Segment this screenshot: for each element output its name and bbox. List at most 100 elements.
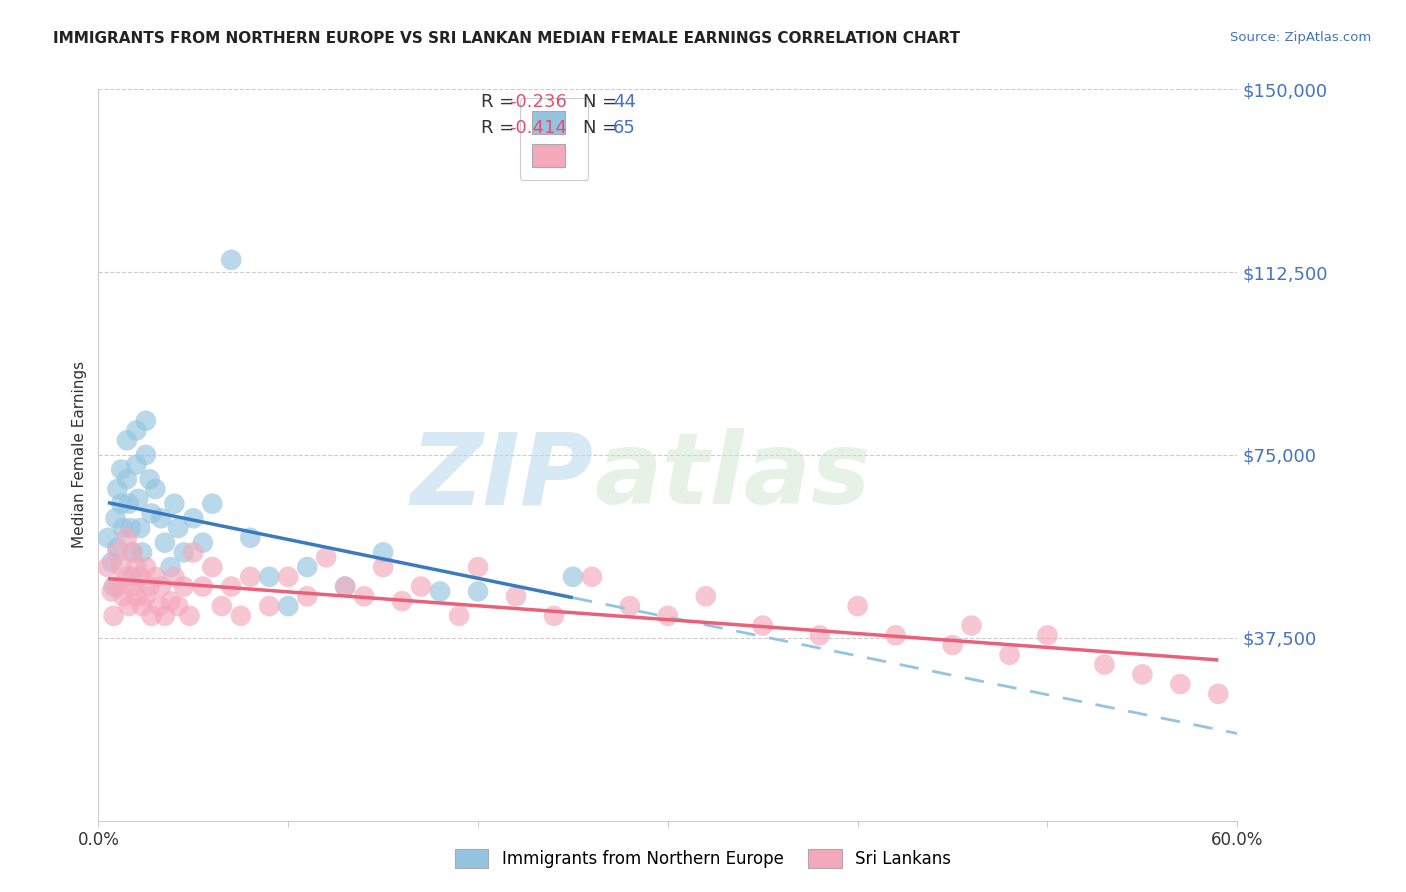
Point: [239, 531, 262, 545]
Point: [562, 570, 585, 584]
Legend: , : ,: [520, 98, 588, 180]
Point: [183, 511, 205, 525]
Point: [135, 448, 157, 462]
Point: [112, 521, 135, 535]
Point: [1170, 677, 1192, 691]
Point: [201, 560, 224, 574]
Point: [179, 608, 201, 623]
Point: [107, 482, 129, 496]
Point: [239, 570, 262, 584]
Point: [110, 560, 132, 574]
Point: [277, 570, 299, 584]
Point: [115, 472, 138, 486]
Text: -0.236: -0.236: [509, 93, 567, 111]
Point: [153, 608, 176, 623]
Point: [1036, 628, 1059, 642]
Point: [110, 497, 132, 511]
Point: [131, 545, 153, 559]
Point: [752, 618, 775, 632]
Point: [884, 628, 907, 642]
Point: [201, 497, 224, 511]
Point: [1208, 687, 1230, 701]
Point: [619, 599, 641, 613]
Point: [107, 580, 129, 594]
Point: [167, 521, 190, 535]
Point: [103, 580, 125, 594]
Point: [315, 550, 337, 565]
Point: [259, 570, 281, 584]
Point: [543, 608, 565, 623]
Point: [125, 560, 148, 574]
Point: [942, 638, 965, 652]
Text: -0.414: -0.414: [509, 120, 567, 137]
Point: [167, 599, 190, 613]
Point: [135, 590, 157, 604]
Point: [159, 594, 181, 608]
Text: atlas: atlas: [593, 428, 870, 525]
Y-axis label: Median Female Earnings: Median Female Earnings: [72, 361, 87, 549]
Point: [191, 535, 214, 549]
Point: [135, 414, 157, 428]
Point: [1094, 657, 1116, 672]
Point: [125, 424, 148, 438]
Point: [150, 511, 173, 525]
Point: [467, 560, 489, 574]
Point: [467, 584, 489, 599]
Text: 65: 65: [613, 120, 636, 137]
Point: [138, 580, 160, 594]
Point: [120, 521, 142, 535]
Text: N =: N =: [583, 93, 623, 111]
Point: [125, 458, 148, 472]
Point: [808, 628, 831, 642]
Point: [115, 531, 138, 545]
Point: [353, 590, 375, 604]
Point: [211, 599, 233, 613]
Point: [335, 580, 357, 594]
Point: [112, 590, 135, 604]
Text: N =: N =: [583, 120, 623, 137]
Point: [138, 472, 160, 486]
Point: [141, 507, 163, 521]
Point: [277, 599, 299, 613]
Point: [104, 511, 127, 525]
Point: [150, 580, 173, 594]
Point: [107, 541, 129, 555]
Point: [695, 590, 717, 604]
Point: [846, 599, 869, 613]
Point: [121, 545, 143, 559]
Text: R =: R =: [481, 93, 520, 111]
Point: [97, 560, 120, 574]
Point: [127, 491, 149, 506]
Point: [183, 545, 205, 559]
Point: [429, 584, 451, 599]
Point: [581, 570, 603, 584]
Point: [657, 608, 679, 623]
Point: [129, 570, 152, 584]
Point: [148, 599, 170, 613]
Point: [371, 545, 394, 559]
Point: [131, 599, 153, 613]
Point: [163, 570, 186, 584]
Point: [259, 599, 281, 613]
Point: [335, 580, 357, 594]
Point: [229, 608, 252, 623]
Text: 44: 44: [613, 93, 636, 111]
Point: [118, 599, 141, 613]
Point: [135, 560, 157, 574]
Point: [121, 580, 143, 594]
Point: [100, 555, 122, 569]
Point: [173, 545, 195, 559]
Point: [449, 608, 471, 623]
Text: Source: ZipAtlas.com: Source: ZipAtlas.com: [1230, 31, 1371, 45]
Point: [998, 648, 1021, 662]
Point: [145, 570, 167, 584]
Point: [115, 434, 138, 448]
Point: [125, 590, 148, 604]
Point: [107, 545, 129, 559]
Point: [960, 618, 983, 632]
Legend: Immigrants from Northern Europe, Sri Lankans: Immigrants from Northern Europe, Sri Lan…: [447, 840, 959, 877]
Point: [221, 580, 243, 594]
Point: [115, 570, 138, 584]
Point: [391, 594, 413, 608]
Point: [103, 608, 125, 623]
